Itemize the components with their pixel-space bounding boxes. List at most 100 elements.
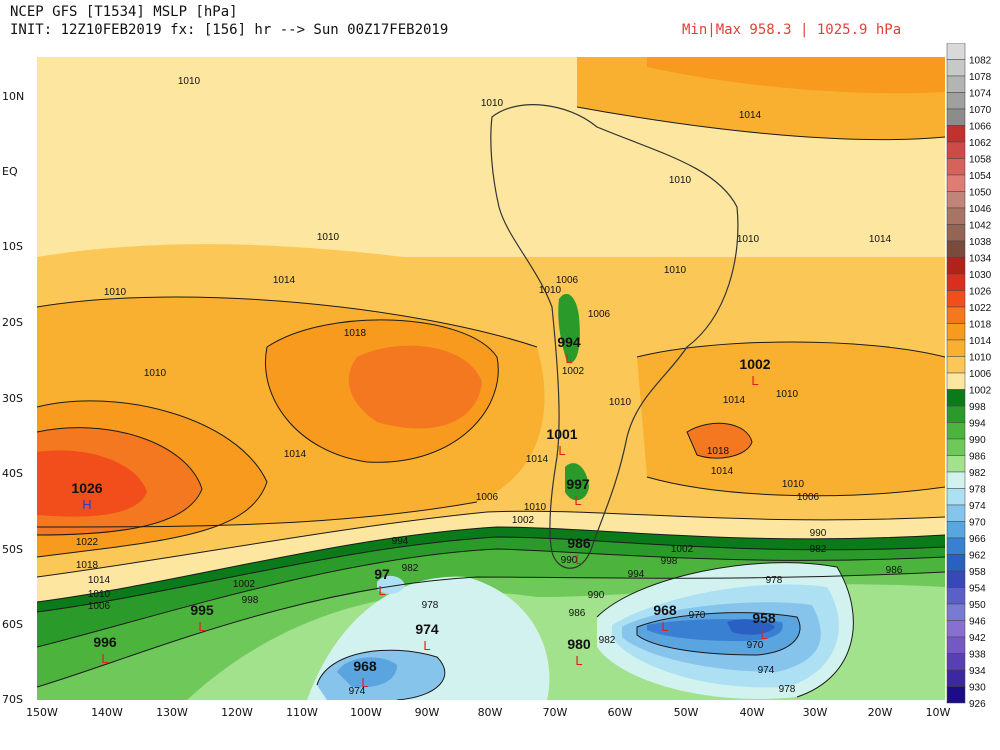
isobar-label: 970	[689, 610, 706, 621]
isobar-label: 1010	[664, 265, 687, 276]
isobar-label: 990	[561, 555, 578, 566]
legend-level-1022: 1022	[969, 303, 992, 314]
isobar-label: 1006	[556, 275, 579, 286]
isobar-label: 986	[569, 608, 586, 619]
legend-level-1050: 1050	[969, 188, 992, 199]
legend-level-1002: 1002	[969, 386, 992, 397]
low-pacific-97	[377, 575, 405, 594]
legend-level-1030: 1030	[969, 270, 992, 281]
low-marker: L	[101, 651, 108, 666]
legend-level-954: 954	[969, 584, 986, 595]
isobar-lines	[37, 106, 945, 700]
isobar-label: 1010	[609, 397, 632, 408]
isobar-label: 1006	[588, 309, 611, 320]
isobar-label: 982	[402, 563, 419, 574]
lon-label-90w: 90W	[414, 706, 440, 719]
lat-label-40s: 40S	[2, 467, 23, 480]
legend-swatch-926	[946, 686, 966, 704]
legend-swatch-1002	[946, 372, 966, 390]
legend-swatch-1038	[946, 224, 966, 242]
isobar-label: 994	[392, 536, 409, 547]
isobar-label: 1002	[233, 579, 256, 590]
legend-swatch-942	[946, 620, 966, 638]
isobar-label: 998	[661, 556, 678, 567]
isobar-label: 978	[766, 575, 783, 586]
legend-level-1042: 1042	[969, 221, 992, 232]
legend-level-1026: 1026	[969, 287, 992, 298]
lon-label-70w: 70W	[542, 706, 568, 719]
isobar-label: 1010	[104, 287, 127, 298]
lon-label-20w: 20W	[867, 706, 893, 719]
legend-level-1038: 1038	[969, 237, 992, 248]
low-marker: L	[661, 619, 668, 634]
legend-swatch-946	[946, 603, 966, 621]
lat-label-eq: EQ	[2, 165, 18, 178]
legend-level-962: 962	[969, 551, 986, 562]
pressure-center-value: 97	[374, 566, 390, 582]
legend-swatch-970	[946, 504, 966, 522]
low-marker: L	[565, 351, 572, 366]
legend-swatch-1022	[946, 290, 966, 308]
legend-swatch-1046	[946, 191, 966, 209]
low-marker: L	[198, 619, 205, 634]
isobar-label: 1010	[317, 232, 340, 243]
legend-swatch-930	[946, 669, 966, 687]
isobar-label: 1002	[512, 515, 535, 526]
legend-level-1058: 1058	[969, 155, 992, 166]
lat-label-30s: 30S	[2, 392, 23, 405]
isobar-label: 978	[422, 600, 439, 611]
pressure-center-value: 1001	[546, 426, 577, 442]
legend-level-994: 994	[969, 419, 986, 430]
legend-swatch-1082	[946, 43, 966, 60]
lon-label-100w: 100W	[350, 706, 382, 719]
legend-level-938: 938	[969, 650, 986, 661]
legend-swatch-1066	[946, 108, 966, 126]
legend-swatch-962	[946, 537, 966, 555]
isobar-label: 1018	[76, 560, 99, 571]
low-marker: L	[423, 638, 430, 653]
low-marker: L	[378, 583, 385, 598]
isobar-label: 1010	[524, 502, 547, 513]
legend-swatch-982	[946, 455, 966, 473]
low-marker: L	[575, 653, 582, 668]
pressure-center-value: 995	[190, 602, 214, 618]
lat-label-10s: 10S	[2, 240, 23, 253]
legend-level-1078: 1078	[969, 72, 992, 83]
isobar-label: 1014	[723, 395, 746, 406]
pressure-center-value: 986	[567, 535, 591, 551]
isobar-label: 1014	[284, 449, 307, 460]
low-marker: L	[558, 443, 565, 458]
lon-label-130w: 130W	[156, 706, 188, 719]
lat-label-10n: 10N	[2, 90, 25, 103]
isobar-label: 1010	[669, 175, 692, 186]
legend-swatch-954	[946, 570, 966, 588]
legend-level-1046: 1046	[969, 204, 992, 215]
legend-swatch-1054	[946, 158, 966, 176]
isobar-label: 1010	[88, 589, 111, 600]
legend-level-1066: 1066	[969, 122, 992, 133]
lon-label-110w: 110W	[286, 706, 318, 719]
isobar-label: 1014	[711, 466, 734, 477]
legend-swatch-990	[946, 422, 966, 440]
legend-level-926: 926	[969, 699, 986, 708]
lon-label-30w: 30W	[802, 706, 828, 719]
legend-swatch-958	[946, 554, 966, 572]
legend-swatch-1006	[946, 356, 966, 374]
legend-swatch-1010	[946, 339, 966, 357]
legend-level-978: 978	[969, 485, 986, 496]
isobar-label: 974	[349, 686, 366, 697]
low-pacific-970	[337, 657, 397, 688]
isobar-label: 1010	[481, 98, 504, 109]
legend-swatch-934	[946, 653, 966, 671]
legend-swatch-938	[946, 636, 966, 654]
lon-label-120w: 120W	[221, 706, 253, 719]
legend-level-1034: 1034	[969, 254, 992, 265]
legend-swatch-1042	[946, 207, 966, 225]
isobar-label: 982	[599, 635, 616, 646]
isobar-label: 1018	[344, 328, 367, 339]
andes-994	[558, 293, 580, 363]
legend-swatch-998	[946, 389, 966, 407]
lat-label-20s: 20S	[2, 316, 23, 329]
legend-swatch-994	[946, 405, 966, 423]
init-forecast-time: INIT: 12Z10FEB2019 fx: [156] hr --> Sun …	[10, 22, 449, 38]
